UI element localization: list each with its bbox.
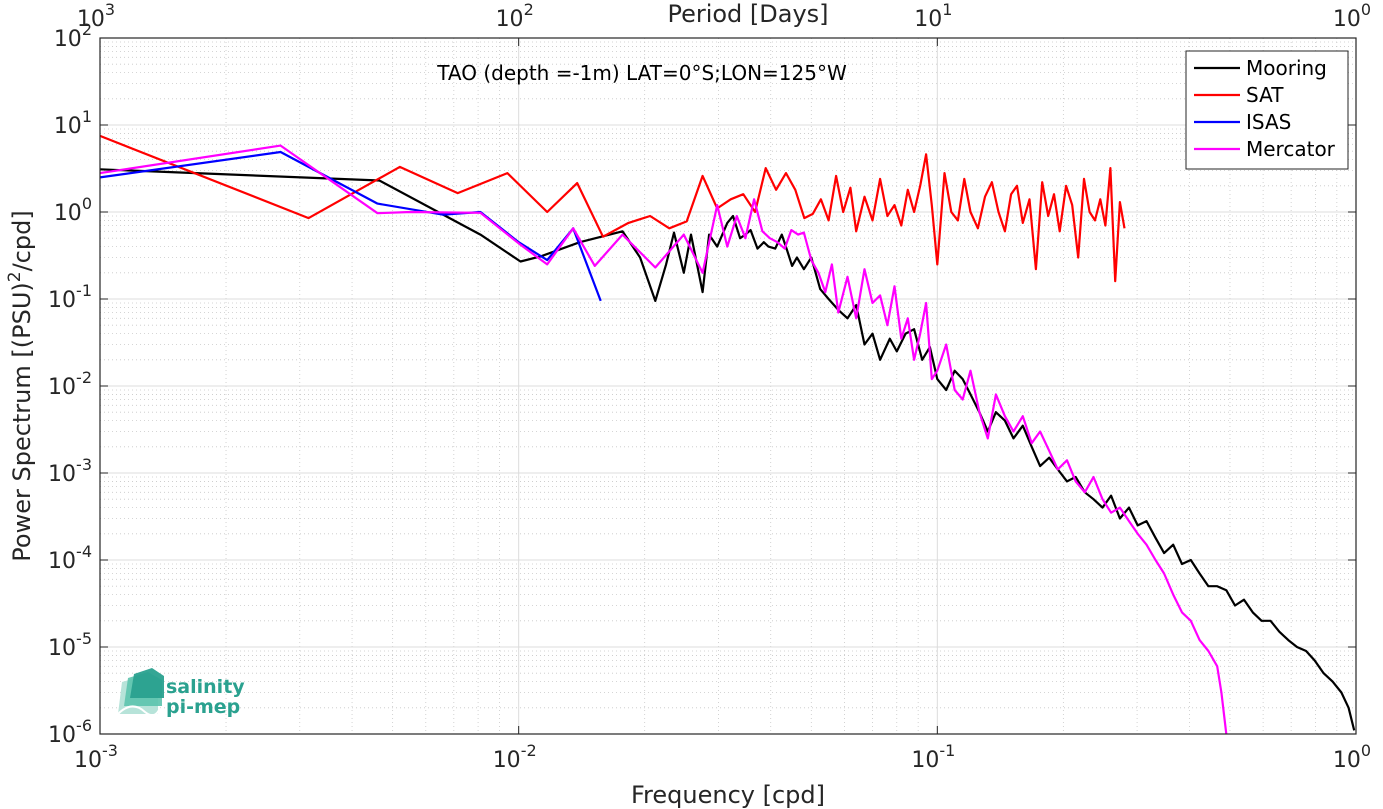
top-tick-label: 100 [1333, 0, 1371, 32]
series-group [99, 134, 1356, 735]
top-tick-label: 102 [496, 0, 534, 32]
series-line-mercator [99, 144, 1228, 735]
x-tick-label: 100 [1333, 741, 1371, 773]
salinity-pi-mep-logo: salinity pi-mep [117, 668, 245, 718]
x-axis-label: Frequency [cpd] [631, 781, 825, 809]
y-tick-label: 10-6 [48, 716, 92, 748]
y-tick-label: 10-3 [48, 455, 92, 487]
logo-mark-icon [117, 668, 164, 717]
top-tick-label: 101 [914, 0, 952, 32]
x-tick-label: 10-3 [74, 741, 118, 773]
series-line-sat [99, 134, 1126, 283]
legend-label-isas: ISAS [1246, 110, 1291, 134]
x-tick-label: 10-2 [493, 741, 537, 773]
x-tick-label: 10-1 [911, 741, 955, 773]
legend-label-mercator: Mercator [1246, 137, 1336, 161]
y-tick-label: 10-5 [48, 629, 92, 661]
chart-title: TAO (depth =-1m) LAT=0°S;LON=125°W [436, 61, 847, 85]
y-tick-label: 101 [54, 107, 92, 139]
legend-label-mooring: Mooring [1246, 56, 1327, 80]
logo-text-salinity: salinity [166, 676, 245, 698]
logo-text-pi-mep: pi-mep [166, 696, 240, 718]
y-axis-label: Power Spectrum [(PSU)2/cpd] [5, 210, 36, 561]
series-line-mooring [99, 168, 1356, 731]
y-tick-label: 10-2 [48, 368, 92, 400]
tick-marks [99, 37, 1357, 735]
top-x-axis-label: Period [Days] [667, 0, 828, 28]
y-tick-label: 102 [54, 20, 92, 52]
y-tick-label: 10-4 [48, 542, 92, 574]
legend: Mooring SAT ISAS Mercator [1185, 50, 1349, 170]
y-tick-label: 100 [54, 194, 92, 226]
legend-label-sat: SAT [1246, 83, 1284, 107]
grid [99, 37, 1357, 735]
top-tick-label: 103 [77, 0, 115, 32]
y-tick-label: 10-1 [48, 281, 92, 313]
